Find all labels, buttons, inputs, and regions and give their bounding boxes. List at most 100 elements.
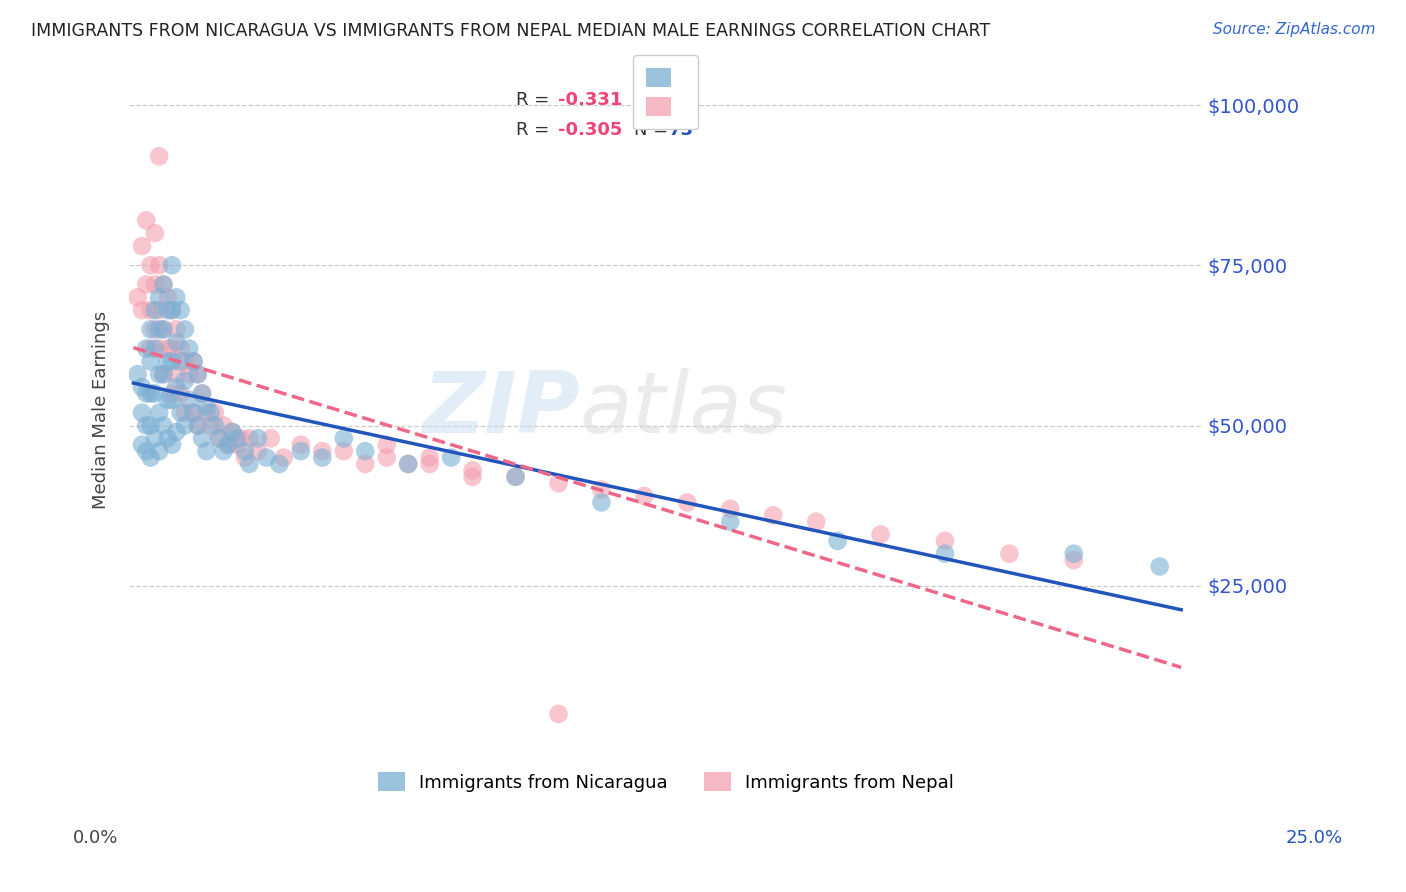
Point: [152, 277, 174, 292]
Point: [290, 438, 312, 452]
Point: [160, 303, 183, 318]
Point: [233, 444, 256, 458]
Point: [165, 368, 187, 382]
Legend: Immigrants from Nicaragua, Immigrants from Nepal: Immigrants from Nicaragua, Immigrants fr…: [366, 759, 967, 805]
Point: [160, 392, 183, 407]
Point: [269, 457, 291, 471]
Point: [143, 342, 166, 356]
Point: [131, 406, 153, 420]
Point: [183, 354, 205, 368]
Point: [139, 418, 162, 433]
Point: [827, 533, 849, 548]
Point: [174, 322, 197, 336]
Point: [221, 425, 243, 439]
Point: [762, 508, 785, 523]
Point: [1149, 559, 1171, 574]
Point: [191, 431, 214, 445]
Point: [143, 303, 166, 318]
Point: [187, 368, 209, 382]
Point: [143, 431, 166, 445]
Point: [591, 483, 613, 497]
Text: ZIP: ZIP: [422, 368, 579, 451]
Point: [200, 418, 222, 433]
Point: [187, 418, 209, 433]
Text: N =: N =: [634, 91, 673, 109]
Point: [934, 533, 956, 548]
Point: [156, 290, 179, 304]
Point: [333, 444, 356, 458]
Point: [148, 258, 170, 272]
Point: [333, 431, 356, 445]
Point: [179, 342, 201, 356]
Point: [221, 425, 243, 439]
Point: [1063, 553, 1085, 567]
Point: [440, 450, 463, 465]
Point: [461, 470, 484, 484]
Point: [187, 418, 209, 433]
Point: [212, 444, 235, 458]
Point: [208, 431, 231, 445]
Point: [127, 368, 149, 382]
Point: [131, 303, 153, 318]
Point: [169, 354, 191, 368]
Point: [225, 438, 247, 452]
Point: [260, 431, 283, 445]
Point: [165, 335, 187, 350]
Point: [127, 290, 149, 304]
Point: [148, 303, 170, 318]
Point: [183, 354, 205, 368]
Point: [139, 342, 162, 356]
Point: [273, 450, 295, 465]
Point: [208, 431, 231, 445]
Point: [148, 149, 170, 163]
Point: [135, 386, 157, 401]
Point: [547, 706, 569, 721]
Point: [505, 470, 527, 484]
Point: [212, 418, 235, 433]
Point: [179, 392, 201, 407]
Point: [131, 239, 153, 253]
Point: [160, 438, 183, 452]
Point: [160, 354, 183, 368]
Point: [200, 406, 222, 420]
Point: [148, 368, 170, 382]
Point: [246, 444, 269, 458]
Text: -0.305: -0.305: [558, 121, 623, 139]
Point: [233, 450, 256, 465]
Point: [998, 547, 1021, 561]
Point: [174, 374, 197, 388]
Point: [169, 386, 191, 401]
Point: [152, 277, 174, 292]
Point: [169, 303, 191, 318]
Point: [375, 450, 398, 465]
Text: -0.331: -0.331: [558, 91, 623, 109]
Point: [139, 303, 162, 318]
Point: [131, 380, 153, 394]
Point: [396, 457, 419, 471]
Point: [165, 322, 187, 336]
Point: [174, 354, 197, 368]
Point: [148, 406, 170, 420]
Point: [135, 213, 157, 227]
Point: [869, 527, 891, 541]
Point: [187, 368, 209, 382]
Text: R =: R =: [516, 91, 554, 109]
Point: [156, 431, 179, 445]
Point: [290, 444, 312, 458]
Point: [174, 418, 197, 433]
Point: [419, 457, 441, 471]
Y-axis label: Median Male Earnings: Median Male Earnings: [93, 310, 110, 508]
Point: [148, 342, 170, 356]
Point: [160, 303, 183, 318]
Point: [148, 322, 170, 336]
Point: [191, 386, 214, 401]
Point: [183, 406, 205, 420]
Point: [229, 431, 252, 445]
Point: [217, 438, 239, 452]
Point: [165, 425, 187, 439]
Point: [143, 226, 166, 240]
Point: [165, 380, 187, 394]
Point: [461, 463, 484, 477]
Point: [311, 450, 333, 465]
Point: [419, 450, 441, 465]
